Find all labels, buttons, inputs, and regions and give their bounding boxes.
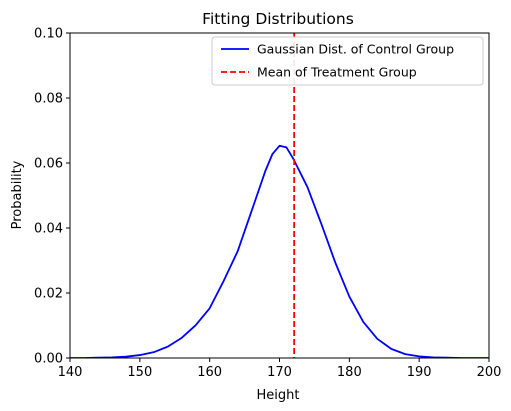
x-tick-label: 170 bbox=[267, 365, 292, 380]
y-tick-label: 0.10 bbox=[34, 27, 63, 42]
x-tick-label: 150 bbox=[127, 365, 152, 380]
y-tick-label: 0.00 bbox=[34, 352, 63, 367]
axes: 140 150 160 170 180 190 200 0.00 0.02 0.04 0.06 0.0… bbox=[34, 27, 501, 381]
x-axis-title: Height bbox=[257, 388, 300, 403]
legend: Gaussian Dist. of Control Group Mean of … bbox=[211, 36, 484, 86]
series-line-gaussian bbox=[70, 144, 489, 358]
chart-title: Fitting Distributions bbox=[202, 10, 354, 28]
legend-box bbox=[211, 36, 484, 86]
y-tick-label: 0.06 bbox=[34, 157, 63, 172]
x-tick-label: 180 bbox=[337, 365, 362, 380]
x-tick-label: 200 bbox=[477, 365, 502, 380]
y-axis-title: Probability bbox=[10, 160, 25, 229]
plot-area bbox=[70, 33, 489, 358]
x-tick-label: 190 bbox=[407, 365, 432, 380]
y-tick-label: 0.02 bbox=[34, 287, 63, 302]
y-tick-label: 0.08 bbox=[34, 92, 63, 107]
x-tick-label: 140 bbox=[58, 365, 83, 380]
legend-label-treatment-mean: Mean of Treatment Group bbox=[257, 65, 417, 80]
legend-label-gaussian: Gaussian Dist. of Control Group bbox=[257, 42, 454, 57]
y-tick-label: 0.04 bbox=[34, 222, 63, 237]
x-tick-label: 160 bbox=[197, 365, 222, 380]
